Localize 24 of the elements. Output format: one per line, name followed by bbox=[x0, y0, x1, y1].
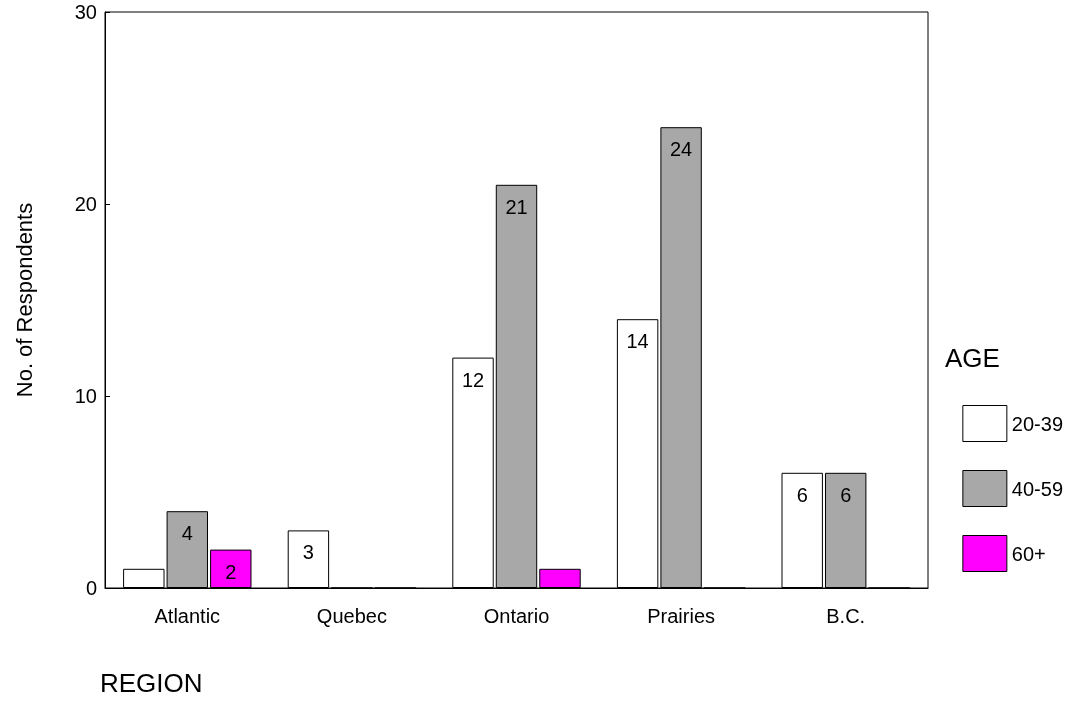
data-label: 6 bbox=[840, 483, 852, 506]
y-axis-title: No. of Respondents bbox=[11, 202, 37, 398]
x-axis-title: REGION bbox=[100, 668, 203, 698]
legend-title: AGE bbox=[945, 343, 1000, 373]
x-tick-label: Atlantic bbox=[154, 605, 221, 627]
data-label: 12 bbox=[461, 368, 485, 391]
data-label: 6 bbox=[796, 483, 808, 506]
y-tick-label: 20 bbox=[74, 193, 97, 215]
x-tick-label: Ontario bbox=[483, 605, 550, 627]
y-tick-label: 0 bbox=[85, 577, 97, 599]
legend-label: 60+ bbox=[1011, 542, 1046, 565]
x-tick-label: Quebec bbox=[316, 605, 387, 627]
data-label: 24 bbox=[669, 138, 693, 161]
data-label: 14 bbox=[626, 330, 649, 353]
data-label: 3 bbox=[302, 541, 314, 564]
legend-label: 40-59 bbox=[1011, 477, 1063, 500]
y-tick-label: 30 bbox=[74, 1, 97, 23]
data-label: 4 bbox=[181, 522, 193, 545]
data-label: 21 bbox=[505, 195, 528, 218]
x-tick-label: Prairies bbox=[647, 605, 715, 627]
x-tick-label: B.C. bbox=[826, 605, 866, 627]
legend-label: 20-39 bbox=[1011, 412, 1063, 435]
data-label: 2 bbox=[225, 560, 237, 583]
y-tick-label: 10 bbox=[74, 385, 97, 407]
